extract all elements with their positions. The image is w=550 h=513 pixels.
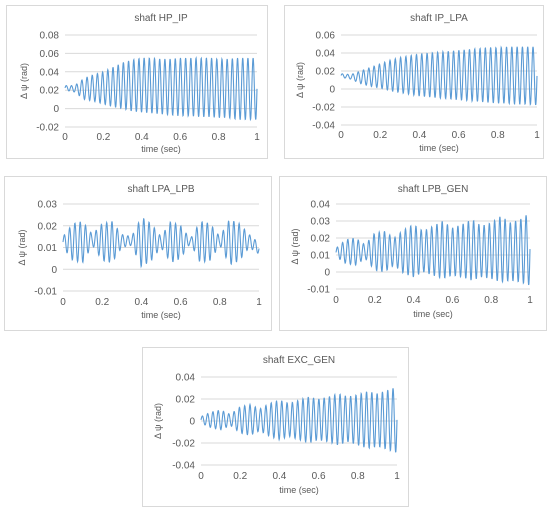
x-tick-label: 0.2 <box>368 295 382 306</box>
y-tick-label: 0.02 <box>316 67 336 78</box>
y-tick-label: 0.04 <box>316 49 336 60</box>
y-tick-label: 0 <box>329 85 335 96</box>
y-tick-label: -0.04 <box>172 461 195 472</box>
x-tick-label: 0.4 <box>135 132 149 143</box>
y-tick-label: -0.02 <box>36 123 59 134</box>
y-tick-label: 0.04 <box>311 200 331 211</box>
y-axis-label: Δ ψ (rad) <box>290 229 300 265</box>
x-tick-label: 1 <box>394 471 400 482</box>
x-tick-label: 0 <box>333 295 339 306</box>
x-tick-label: 0.6 <box>452 130 466 141</box>
y-tick-label: 0.03 <box>311 217 331 228</box>
y-tick-label: 0.08 <box>40 31 60 42</box>
y-tick-label: 0 <box>189 417 195 428</box>
chart-panel-exc-gen: shaft EXC_GEN -0.04 -0.02 0 0.02 0.04 0 0.2 0.4 0… <box>142 347 409 507</box>
chart-title: shaft LPB_GEN <box>398 184 469 195</box>
y-tick-label: 0 <box>53 104 59 115</box>
x-tick-label: 0.2 <box>373 130 387 141</box>
x-tick-label: 1 <box>534 130 540 141</box>
x-tick-label: 0.4 <box>407 295 421 306</box>
x-tick-label: 0.8 <box>213 297 227 308</box>
x-tick-label: 0.2 <box>96 132 110 143</box>
x-tick-label: 0.6 <box>173 132 187 143</box>
y-tick-label: 0 <box>324 268 330 279</box>
x-tick-label: 0.8 <box>491 130 505 141</box>
y-tick-label: -0.02 <box>312 103 335 114</box>
chart-svg: shaft IP_LPA -0.04 -0.02 0 0.02 0.04 0.06 0 0.2 0… <box>295 13 540 153</box>
x-axis-label: time (sec) <box>419 143 459 153</box>
y-tick-label: -0.04 <box>312 121 335 132</box>
chart-panel-hp-ip: shaft HP_IP -0.02 0 0.02 0.04 0.06 0.08 0 0.2 0.4… <box>6 5 268 159</box>
chart-title: shaft LPA_LPB <box>127 184 194 195</box>
x-tick-label: 1 <box>254 132 260 143</box>
y-tick-label: 0 <box>51 265 57 276</box>
x-tick-label: 0 <box>62 132 68 143</box>
y-tick-label: 0.01 <box>311 251 331 262</box>
chart-title: shaft HP_IP <box>134 13 188 24</box>
series-line <box>335 215 531 286</box>
x-axis-label: time (sec) <box>413 309 453 319</box>
x-tick-label: 0.4 <box>272 471 286 482</box>
y-tick-label: 0.02 <box>311 234 331 245</box>
x-tick-label: 0.6 <box>174 297 188 308</box>
x-tick-label: 0.2 <box>95 297 109 308</box>
y-axis-label: Δ ψ (rad) <box>295 62 305 98</box>
y-tick-label: 0.06 <box>316 31 336 42</box>
series-line <box>62 218 260 269</box>
x-tick-label: 1 <box>256 297 262 308</box>
y-tick-label: 0.06 <box>40 49 60 60</box>
chart-title: shaft EXC_GEN <box>263 355 335 366</box>
series-line <box>200 388 398 453</box>
x-tick-label: 0.6 <box>312 471 326 482</box>
x-tick-label: 0 <box>198 471 204 482</box>
y-axis-label: Δ ψ (rad) <box>153 403 163 439</box>
x-tick-label: 0.2 <box>233 471 247 482</box>
x-tick-label: 0 <box>60 297 66 308</box>
y-tick-label: -0.01 <box>34 287 57 298</box>
x-tick-label: 0.4 <box>412 130 426 141</box>
y-axis-label: Δ ψ (rad) <box>17 230 27 266</box>
x-tick-label: 0 <box>338 130 344 141</box>
x-axis-label: time (sec) <box>141 310 181 320</box>
y-axis-label: Δ ψ (rad) <box>19 63 29 99</box>
x-tick-label: 0.8 <box>351 471 365 482</box>
x-axis-label: time (sec) <box>141 144 181 154</box>
y-tick-label: 0.02 <box>38 221 58 232</box>
y-tick-label: 0.02 <box>40 86 60 97</box>
y-tick-label: -0.01 <box>307 285 330 296</box>
series-line <box>64 55 258 122</box>
y-tick-label: -0.02 <box>172 439 195 450</box>
chart-svg: shaft EXC_GEN -0.04 -0.02 0 0.02 0.04 0 0.2 0.4 0… <box>153 355 400 495</box>
chart-title: shaft IP_LPA <box>410 13 468 24</box>
x-tick-label: 0.4 <box>134 297 148 308</box>
y-tick-label: 0.04 <box>40 67 60 78</box>
chart-panel-ip-lpa: shaft IP_LPA -0.04 -0.02 0 0.02 0.04 0.06 0 0.2 0… <box>284 5 544 159</box>
y-tick-label: 0.01 <box>38 243 58 254</box>
chart-panel-lpa-lpb: shaft LPA_LPB -0.01 0 0.01 0.02 0.03 0 0.2 0.4 0.… <box>4 176 272 331</box>
chart-panel-lpb-gen: shaft LPB_GEN -0.01 0 0.01 0.02 0.03 0.04 0 0.2 0… <box>279 176 547 331</box>
x-tick-label: 0.6 <box>445 295 459 306</box>
x-tick-label: 0.8 <box>484 295 498 306</box>
x-axis-label: time (sec) <box>279 485 319 495</box>
y-tick-label: 0.03 <box>38 200 58 211</box>
y-tick-label: 0.04 <box>176 373 196 384</box>
y-tick-label: 0.02 <box>176 395 196 406</box>
x-tick-label: 0.8 <box>212 132 226 143</box>
series-line <box>340 45 538 107</box>
x-tick-label: 1 <box>527 295 533 306</box>
